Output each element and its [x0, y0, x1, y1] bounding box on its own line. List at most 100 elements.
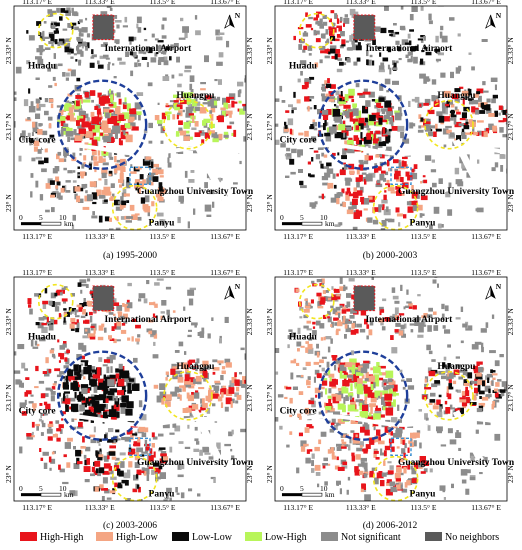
land-cell: [409, 323, 415, 326]
land-cell: [331, 286, 334, 290]
land-cell: [193, 392, 200, 399]
land-cell: [160, 311, 165, 314]
land-cell: [118, 138, 122, 146]
land-cell: [136, 23, 139, 29]
land-cell: [115, 396, 118, 402]
land-cell: [122, 103, 127, 110]
land-cell: [81, 163, 85, 169]
land-cell: [337, 58, 343, 61]
land-cell: [208, 190, 215, 195]
land-cell: [460, 469, 468, 476]
land-cell: [122, 102, 127, 105]
land-cell: [52, 434, 58, 438]
land-cell: [476, 88, 484, 94]
land-cell: [39, 194, 44, 201]
land-cell: [220, 388, 227, 395]
land-cell: [187, 424, 190, 429]
land-cell: [374, 477, 379, 485]
land-cell: [356, 57, 361, 62]
land-cell: [411, 191, 418, 199]
land-cell: [110, 116, 118, 123]
land-cell: [150, 330, 156, 336]
land-cell: [488, 125, 495, 130]
land-cell: [115, 323, 121, 329]
land-cell: [396, 466, 402, 473]
legend-label: Low-High: [265, 532, 307, 543]
land-cell: [411, 6, 418, 12]
land-cell: [44, 288, 48, 294]
land-cell: [143, 471, 147, 476]
land-cell: [413, 164, 418, 169]
land-cell: [336, 34, 341, 38]
land-cell: [106, 375, 112, 378]
land-cell: [115, 227, 121, 230]
land-cell: [183, 98, 186, 102]
land-cell: [122, 189, 127, 194]
land-cell: [98, 394, 107, 401]
land-cell: [127, 390, 132, 394]
land-cell: [474, 107, 479, 112]
land-cell: [226, 96, 230, 103]
land-cell: [127, 451, 133, 456]
land-cell: [50, 317, 55, 324]
land-cell: [388, 432, 392, 435]
land-cell: [114, 133, 118, 139]
land-cell: [234, 379, 240, 386]
land-cell: [350, 417, 358, 424]
land-cell: [41, 130, 48, 136]
land-cell: [214, 382, 221, 385]
land-cell: [73, 446, 76, 450]
land-cell: [73, 463, 80, 469]
land-cell: [341, 441, 347, 445]
land-cell: [230, 448, 233, 452]
land-cell: [109, 409, 117, 417]
land-cell: [154, 52, 158, 57]
land-cell: [455, 317, 461, 320]
scale-label: 0: [280, 213, 284, 222]
land-cell: [25, 390, 32, 395]
land-cell: [109, 374, 117, 382]
land-cell: [148, 122, 153, 129]
land-cell: [91, 116, 99, 125]
land-cell: [326, 109, 332, 115]
land-cell: [426, 314, 433, 318]
land-cell: [152, 176, 159, 182]
north-arrow-half: [485, 14, 492, 29]
north-arrow-half: [224, 285, 231, 300]
land-cell: [63, 365, 69, 369]
land-cell: [375, 405, 378, 410]
land-cell: [352, 439, 360, 444]
land-cell: [109, 217, 112, 222]
land-cell: [354, 466, 359, 473]
land-cell: [25, 377, 30, 380]
land-cell: [180, 463, 185, 470]
land-cell: [175, 487, 178, 493]
land-cell: [378, 95, 383, 99]
land-cell: [343, 396, 346, 405]
land-cell: [40, 432, 44, 436]
land-cell: [152, 354, 159, 359]
land-cell: [121, 385, 126, 390]
land-cell: [353, 187, 357, 192]
land-cell: [490, 77, 498, 82]
land-cell: [35, 365, 39, 372]
land-cell: [328, 398, 332, 404]
land-cell: [384, 393, 393, 401]
land-cell: [159, 175, 164, 178]
land-cell: [341, 387, 349, 394]
land-cell: [383, 194, 387, 200]
land-cell: [68, 101, 74, 104]
land-cell: [381, 472, 387, 477]
land-cell: [366, 324, 370, 329]
land-cell: [314, 464, 321, 471]
land-cell: [338, 124, 346, 131]
land-cell: [342, 320, 345, 324]
land-cell: [423, 468, 428, 473]
land-cell: [65, 375, 70, 381]
scale-label: 10: [320, 484, 328, 493]
land-cell: [103, 455, 108, 460]
land-cell: [335, 49, 340, 54]
lat-tick-right: 23.17° N: [506, 113, 515, 141]
lon-tick-bottom: 113.5° E: [410, 503, 436, 512]
